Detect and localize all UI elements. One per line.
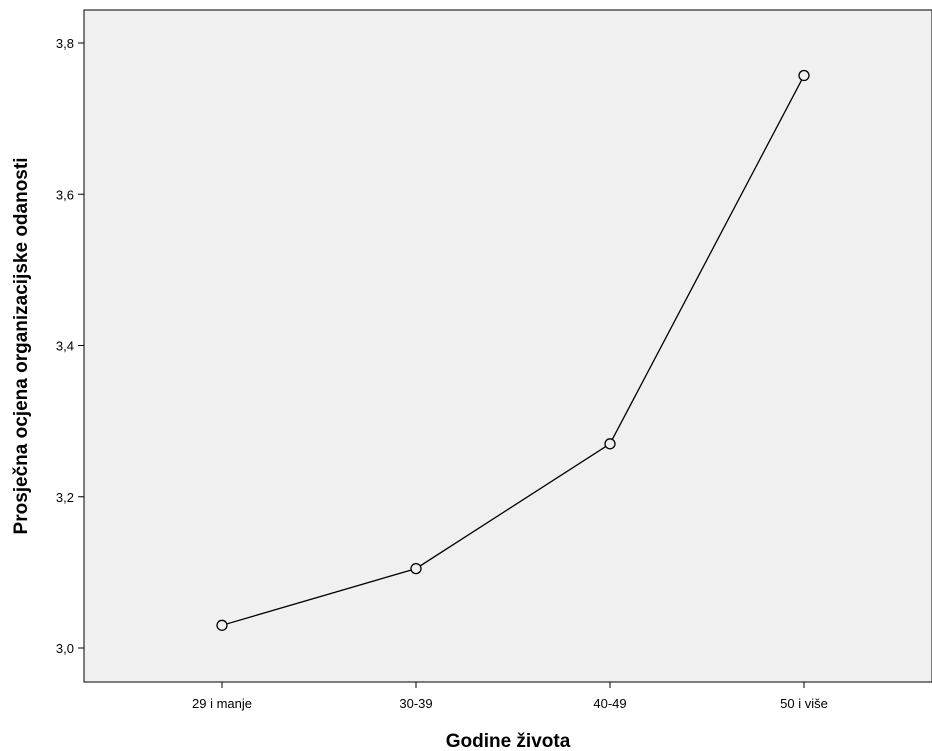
data-point-marker bbox=[604, 438, 616, 450]
data-points bbox=[216, 69, 810, 631]
plot-area bbox=[83, 9, 932, 683]
x-tick-label: 30-39 bbox=[399, 696, 432, 711]
data-point-marker bbox=[798, 69, 810, 82]
x-tick-label: 50 i više bbox=[780, 696, 828, 711]
y-axis-title: Prosječna ocjena organizacijske odanosti bbox=[11, 158, 32, 535]
x-axis-title: Godine života bbox=[446, 731, 571, 751]
y-tick-label: 3,0 bbox=[56, 641, 74, 656]
y-tick-label: 3,8 bbox=[56, 36, 74, 51]
data-point-marker bbox=[216, 619, 228, 631]
x-tick-label: 40-49 bbox=[593, 696, 626, 711]
x-axis-ticks: 29 i manje 30-39 40-49 50 i više bbox=[192, 682, 828, 711]
y-tick-label: 3,2 bbox=[56, 490, 74, 505]
x-tick-label: 29 i manje bbox=[192, 696, 252, 711]
y-tick-label: 3,6 bbox=[56, 187, 74, 202]
data-point-marker bbox=[410, 562, 422, 575]
y-tick-label: 3,4 bbox=[56, 339, 74, 354]
series-line bbox=[221, 75, 805, 626]
y-axis-ticks: 3,0 3,2 3,4 3,6 3,8 bbox=[56, 36, 84, 656]
